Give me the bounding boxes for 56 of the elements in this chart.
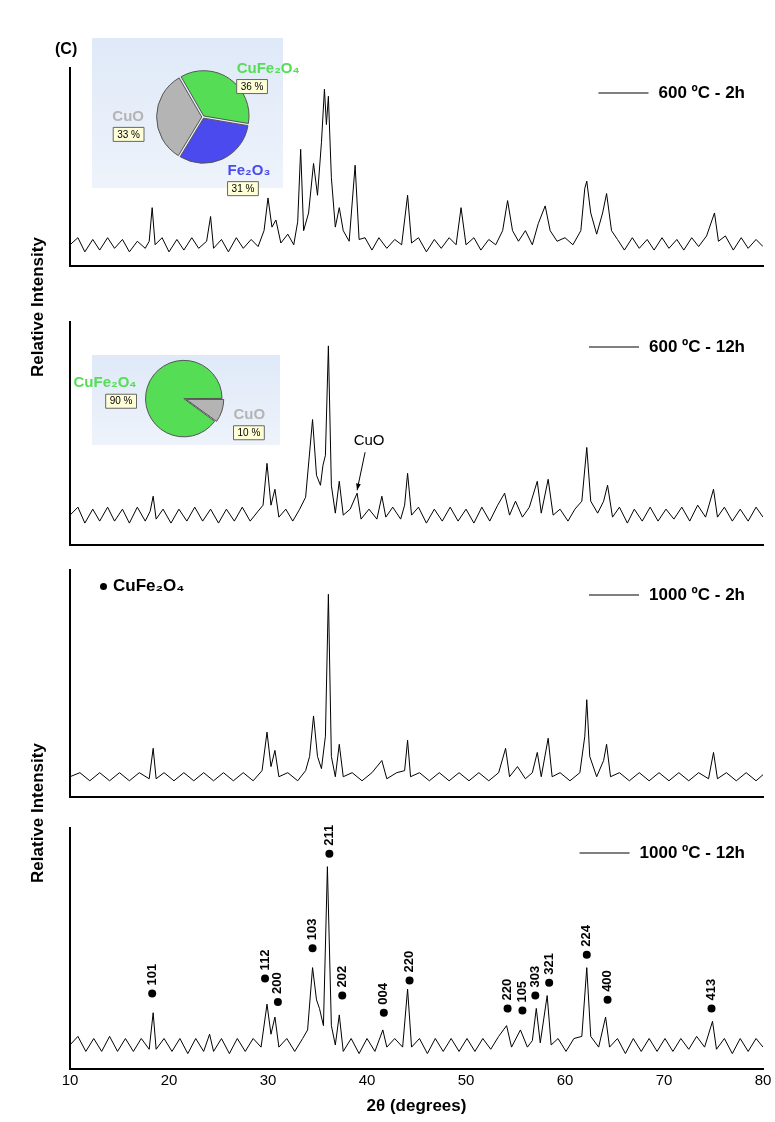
point [707,1004,716,1013]
annotation: 413 [703,978,719,1001]
data-label: 10 % [237,427,261,439]
x-tick-label: 40 [358,1070,376,1088]
annotation: 004 [375,982,391,1005]
data-label: 90 % [109,395,133,407]
y-axis-title: Relative Intensity [28,742,48,883]
point [379,1008,388,1017]
point [503,1004,512,1013]
slice-label: CuFe₂O₄ [73,373,137,391]
slice-label: CuO [112,106,145,124]
point [582,950,591,959]
x-axis-title: 2θ (degrees) [366,1096,467,1116]
point [531,991,540,1000]
point [338,991,347,1000]
x-tick-label: 10 [61,1070,79,1088]
point [405,976,414,985]
point [308,944,317,953]
legend-label: 1000 ºC - 2h [649,584,746,604]
legend-label: 600 ºC - 12h [649,336,746,356]
legend-label: 1000 ºC - 12h [639,842,746,862]
data-label: 33 % [117,128,141,140]
slice-label: CuO [233,404,266,422]
annotation: 211 [320,824,336,846]
data-label: 36 % [240,80,264,92]
point [148,989,157,998]
point [261,974,270,983]
annotation: 400 [599,970,615,992]
point [603,995,612,1004]
annotation: 220 [401,950,417,973]
annotation: CuFe₂O₄ [113,576,185,596]
annotation: 321 [540,952,556,975]
x-tick-label: 50 [457,1070,475,1088]
x-tick-label: 70 [655,1070,673,1088]
annotation: 103 [304,918,320,941]
chart-title: (C) [55,40,78,58]
point [325,849,334,858]
annotation: CuO [353,431,385,449]
slice-label: CuFe₂O₄ [236,58,300,76]
annotation: 200 [269,972,285,995]
annotation: 101 [143,963,159,986]
y-axis-title: Relative Intensity [28,236,48,377]
annotation: 202 [333,965,349,988]
legend-label: 600 ºC - 2h [658,82,746,102]
x-tick-label: 20 [160,1070,178,1088]
annotation: 224 [578,924,594,947]
x-tick-label: 60 [556,1070,574,1088]
annotation: 220 [499,978,515,1001]
x-tick-label: 30 [259,1070,277,1088]
data-label: 31 % [231,182,255,194]
point [273,998,282,1007]
point [545,978,554,987]
x-tick-label: 80 [754,1070,772,1088]
annotation: 112 [256,949,272,971]
slice-label: Fe₂O₃ [227,160,271,178]
point [518,1006,527,1015]
